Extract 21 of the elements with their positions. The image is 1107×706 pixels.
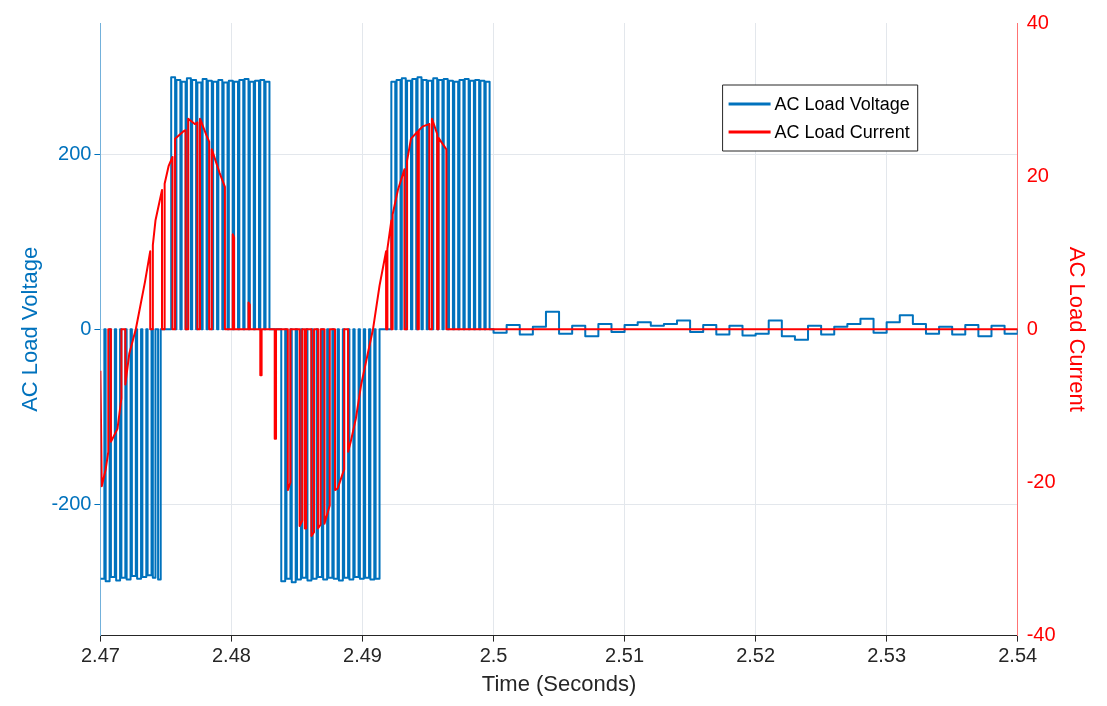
x-tick-label: 2.54 [998, 644, 1038, 667]
y-tick-label: -200 [51, 491, 92, 514]
x-tick-label: 2.48 [212, 644, 251, 667]
x-tick-label: 2.47 [80, 644, 120, 667]
y2-tick-label: 40 [1026, 10, 1049, 33]
legend-label: AC Load Voltage [774, 93, 910, 114]
x-tick-label: 2.5 [479, 644, 508, 667]
y2-tick-label: 20 [1026, 163, 1049, 186]
y2-tick-label: -40 [1026, 623, 1056, 646]
x-tick-label: 2.49 [343, 644, 382, 667]
legend-label: AC Load Current [774, 121, 910, 142]
x-tick-label: 2.51 [605, 644, 645, 667]
x-tick-label: 2.53 [867, 644, 907, 667]
y-tick-label: 200 [58, 141, 92, 164]
y-axis-title: AC Load Voltage [17, 246, 43, 412]
x-axis-title: Time (Seconds) [481, 670, 637, 696]
y2-tick-label: 0 [1026, 316, 1038, 339]
y2-axis-title: AC Load Current [1064, 246, 1090, 412]
y2-tick-label: -20 [1026, 469, 1056, 492]
y-tick-label: 0 [80, 316, 92, 339]
x-tick-label: 2.52 [736, 644, 776, 667]
